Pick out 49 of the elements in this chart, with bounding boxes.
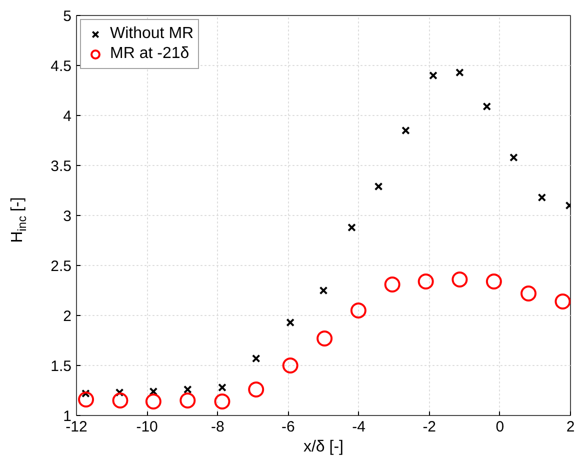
- x-tick-label: -10: [136, 418, 158, 436]
- point: [384, 276, 400, 292]
- point: [145, 394, 162, 410]
- y-tick-label: 2: [63, 308, 72, 325]
- point: [520, 286, 537, 302]
- point: [183, 385, 192, 394]
- point: [286, 318, 295, 327]
- point: [402, 126, 410, 135]
- y-tick-label: 2.5: [50, 258, 72, 275]
- x-tick-label: -2: [422, 418, 436, 436]
- point: [452, 272, 468, 288]
- y-tick-label: 4: [63, 108, 72, 125]
- y-tick-label: 1: [63, 408, 72, 425]
- point: [282, 358, 298, 374]
- point: [348, 223, 356, 232]
- point: [374, 182, 383, 191]
- y-tick-label: 3.5: [50, 158, 72, 175]
- y-tick-label: 1.5: [50, 358, 72, 375]
- point: [554, 294, 570, 310]
- point: [252, 354, 260, 363]
- x-tick-label: -4: [352, 418, 366, 436]
- point: [486, 274, 502, 290]
- x-tick-label: -6: [282, 418, 295, 436]
- point: [316, 330, 333, 346]
- point: [248, 382, 264, 398]
- point: [112, 392, 128, 408]
- point: [429, 71, 438, 80]
- point: [218, 383, 226, 392]
- point: [350, 302, 366, 318]
- legend-label: Without MR: [110, 25, 194, 43]
- x-tick-label: -8: [210, 418, 224, 436]
- point: [115, 388, 124, 397]
- point: [418, 274, 434, 290]
- point: [456, 68, 464, 77]
- point: [180, 392, 196, 408]
- x-tick-label: 0: [496, 418, 504, 436]
- x-axis-title: x/δ [-]: [303, 438, 344, 456]
- legend-label: MR at -21δ: [110, 45, 190, 63]
- point: [510, 153, 518, 162]
- point: [538, 193, 546, 202]
- x-tick-label: 2: [566, 418, 575, 436]
- y-tick-label: 3: [63, 208, 72, 225]
- point: [214, 394, 230, 410]
- point: [482, 102, 492, 111]
- point: [78, 392, 94, 408]
- point: [81, 389, 90, 398]
- y-tick-label: 5: [63, 8, 72, 25]
- point: [319, 286, 328, 295]
- y-tick-label: 4.5: [50, 58, 72, 75]
